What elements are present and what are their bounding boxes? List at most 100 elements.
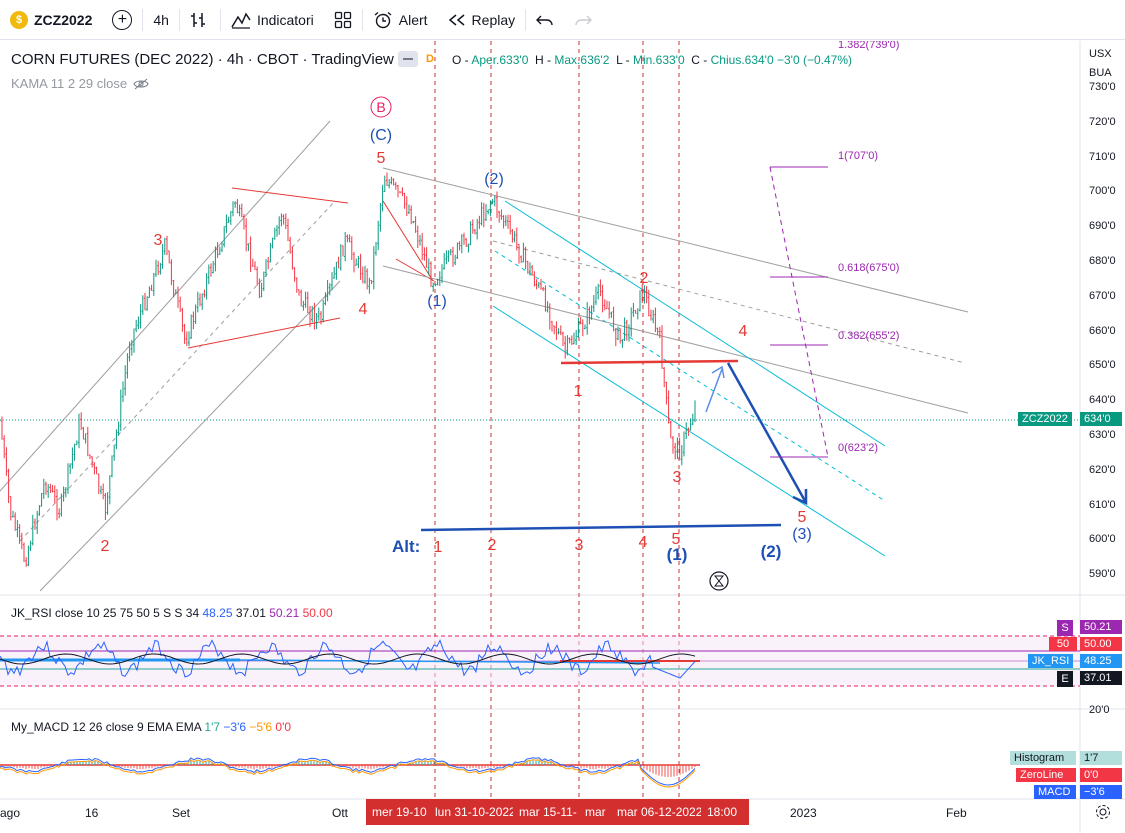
toolbar-divider	[142, 8, 144, 31]
time-marker-6: 18:00	[701, 799, 749, 825]
wave-labels: B (C) 5 3 4 2 (1) (2) 1 2 3 4 5 (3) Alt:…	[101, 96, 812, 564]
alt-wave-5: 5	[672, 531, 681, 548]
time-label-ott: Ott	[332, 806, 349, 820]
rsi-v4: 50.00	[302, 606, 333, 620]
alt-label: Alt:	[392, 537, 420, 556]
macd-legend[interactable]: My_MACD 12 26 close 9 EMA EMA 1'7 −3'6 −…	[11, 720, 291, 734]
time-marker-4: mar	[579, 799, 611, 825]
rsi-v2: 37.01	[235, 606, 266, 620]
kama-legend[interactable]: KAMA 11 2 29 close	[11, 76, 149, 91]
replay-button[interactable]: Replay	[438, 0, 526, 40]
rsi-s-value: 50.21	[1080, 620, 1122, 634]
settings-gear-icon[interactable]	[1094, 803, 1112, 821]
macd-zero-value: 0'0	[1080, 768, 1122, 782]
data-badge[interactable]: D	[426, 53, 434, 65]
price-tick: 680'0	[1089, 255, 1116, 267]
fib-0618-label: 0.618(675'0)	[838, 262, 899, 274]
price-tick: 610'0	[1089, 498, 1116, 511]
fib-0382-label: 0.382(655'2)	[838, 330, 899, 342]
eye-hidden-icon[interactable]	[133, 78, 149, 90]
left-channel	[0, 120, 341, 592]
currency-sub-label[interactable]: BUA	[1089, 67, 1112, 79]
wave-4-red: 4	[739, 323, 748, 340]
rewind-icon	[448, 13, 465, 26]
macd-hist-tag: Histogram	[1010, 751, 1076, 765]
rsi-pane	[0, 635, 1080, 687]
toolbar-divider	[525, 8, 527, 31]
right-channel	[382, 167, 969, 414]
compare-add-button[interactable]: +	[102, 0, 142, 40]
symbol-search-button[interactable]: $ ZCZ2022	[0, 0, 102, 40]
redo-button[interactable]	[564, 0, 602, 40]
price-tick: 720'0	[1089, 115, 1116, 128]
wave-2-left: 2	[101, 538, 110, 555]
indicators-button[interactable]: Indicatori	[221, 0, 324, 40]
chart-style-button[interactable]	[180, 0, 220, 40]
indicators-icon	[231, 11, 251, 29]
rsi-v1: 48.25	[202, 606, 233, 620]
fib-labels: 1(707'0) 0.618(675'0) 0.382(655'2) 0(623…	[838, 41, 899, 454]
wave-3-blue: (3)	[792, 526, 812, 543]
rsi-label: JK_RSI close 10 25 75 50 5 S S 34	[11, 606, 200, 620]
rsi-e-value: 37.01	[1080, 671, 1122, 685]
ohlc-readout: O - Aper.633'0 H - Max.636'2 L - Min.633…	[452, 53, 852, 67]
interval-button[interactable]: 4h	[143, 0, 179, 40]
collapse-badge[interactable]	[398, 51, 418, 67]
macd-hist-value: 1'7	[1080, 751, 1122, 765]
legend-badges: D	[398, 51, 438, 67]
macd-value: −3'6	[1080, 785, 1122, 799]
fib-0-label: 0(623'2)	[838, 442, 878, 454]
price-tick: 660'0	[1089, 324, 1116, 337]
wave-2-blue: (2)	[484, 171, 504, 188]
macd-v3: −5'6	[249, 720, 273, 734]
macd-pane	[0, 757, 700, 788]
interval-label: 4h	[153, 11, 169, 28]
price-tick: 620'0	[1089, 463, 1116, 476]
alt-wave-3: 3	[575, 537, 584, 554]
low-label: L	[616, 53, 623, 67]
time-marker-5: mar 06-12-2022	[611, 799, 701, 825]
alt-wave-1-blue: (1)	[667, 545, 688, 564]
chart-title[interactable]: CORN FUTURES (DEC 2022) · 4h · CBOT · Tr…	[11, 51, 394, 68]
top-toolbar: $ ZCZ2022 + 4h Indicatori Alert Replay	[0, 0, 1125, 40]
price-tick: 730'0	[1089, 81, 1116, 93]
undo-button[interactable]	[526, 0, 564, 40]
time-marker-3: mar 15-11-	[513, 799, 579, 825]
price-tick: 690'0	[1089, 220, 1116, 233]
low-value: Min.633'0	[632, 53, 685, 67]
hourglass-icon[interactable]	[709, 571, 729, 591]
time-label-16: 16	[85, 806, 99, 820]
rsi-legend[interactable]: JK_RSI close 10 25 75 50 5 S S 34 48.25 …	[11, 606, 333, 620]
projection-arrows	[705, 362, 808, 505]
rsi-e-tag: E	[1057, 671, 1073, 687]
close-label: C	[691, 53, 700, 67]
price-tick: 590'0	[1089, 568, 1116, 581]
price-tick: 710'0	[1089, 150, 1116, 163]
rsi-s-tag: S	[1057, 620, 1073, 636]
alt-wave-1: 1	[434, 539, 443, 556]
price-candles	[0, 172, 696, 567]
redo-icon	[575, 15, 593, 25]
macd-v1: 1'7	[204, 720, 221, 734]
high-value: Max.636'2	[554, 53, 610, 67]
time-label-ago: ago	[0, 806, 21, 820]
open-value: Aper.633'0	[471, 53, 529, 67]
chart-canvas[interactable]: B (C) 5 3 4 2 (1) (2) 1 2 3 4 5 (3) Alt:…	[0, 41, 1125, 833]
price-tick: 650'0	[1089, 359, 1116, 372]
chart-area[interactable]: B (C) 5 3 4 2 (1) (2) 1 2 3 4 5 (3) Alt:…	[0, 41, 1125, 833]
wave-C: (C)	[370, 127, 392, 144]
wave-5-top: 5	[377, 150, 386, 167]
wave-1-blue: (1)	[427, 293, 447, 310]
toolbar-divider	[178, 8, 180, 31]
alert-label: Alert	[398, 11, 428, 28]
templates-button[interactable]	[324, 0, 362, 40]
currency-label[interactable]: USX	[1089, 48, 1112, 60]
macd-zero-tag: ZeroLine	[1016, 768, 1076, 782]
macd-label: My_MACD 12 26 close 9 EMA EMA	[11, 720, 202, 734]
time-marker-2: lun 31-10-2022	[429, 799, 513, 825]
rsi-scale-bottom: 20'0	[1089, 704, 1110, 716]
wave-3-red: 3	[673, 469, 682, 486]
undo-icon	[536, 15, 553, 25]
symbol-label: ZCZ2022	[34, 11, 93, 28]
alert-button[interactable]: Alert	[363, 0, 438, 40]
